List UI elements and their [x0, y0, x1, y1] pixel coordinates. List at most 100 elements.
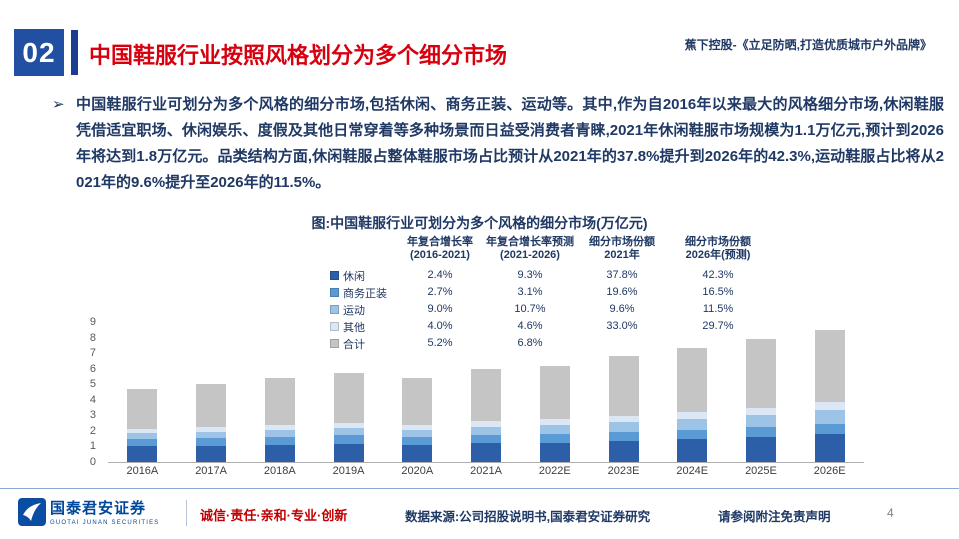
section-number-badge: 02	[14, 29, 64, 76]
x-axis-label-2023E: 2023E	[607, 465, 640, 477]
bar-segment-运动-2016A	[127, 433, 158, 439]
legend-item-其他: 其他	[330, 318, 398, 335]
table-cell: 11.5%	[702, 303, 734, 315]
bar-segment-休闲-2017A	[196, 445, 227, 462]
table-cell: 6.8%	[517, 337, 543, 349]
bar-segment-商务正装-2020A	[402, 436, 433, 445]
legend-label: 运动	[343, 304, 365, 317]
bars-area	[108, 322, 864, 463]
bar-column-2020A	[383, 322, 452, 462]
legend-item-休闲: 休闲	[330, 267, 398, 284]
bar-column-2023E	[589, 322, 658, 462]
bar-segment-商务正装-2017A	[196, 437, 227, 446]
legend-label: 合计	[343, 338, 365, 351]
bar-segment-其他-2017A	[196, 426, 227, 432]
bar-segment-休闲-2016A	[127, 446, 158, 462]
bar-segment-运动-2025E	[745, 414, 776, 428]
bar-segment-合计-2021A	[471, 368, 502, 421]
bar-segment-休闲-2022E	[539, 442, 570, 462]
bar-segment-合计-2016A	[127, 388, 158, 429]
legend-label: 休闲	[343, 270, 365, 283]
y-tick-label: 5	[89, 378, 96, 391]
x-axis-label-2021A: 2021A	[470, 465, 502, 477]
bar-segment-商务正装-2024E	[677, 429, 708, 440]
bar-column-2021A	[452, 322, 521, 462]
bar-segment-运动-2026E	[814, 409, 845, 424]
table-cell	[666, 335, 770, 352]
bar-column-2019A	[314, 322, 383, 462]
disclaimer-note: 请参阅附注免责声明	[718, 510, 831, 524]
y-tick-label: 9	[89, 316, 96, 328]
bar-segment-合计-2020A	[402, 378, 433, 425]
brand-name: 国泰君安证券	[50, 500, 147, 517]
bar-segment-合计-2025E	[745, 339, 776, 408]
table-column-header-2: 细分市场份额 2021年	[589, 236, 655, 261]
x-axis-labels: 2016A 2017A 2018A 2019A 2020A 2021A 2022E 2023E…	[108, 465, 864, 477]
table-cell: 33.0%	[606, 320, 638, 332]
bar-segment-其他-2016A	[127, 428, 158, 434]
table-column-header-0: 年复合增长率 (2016-2021)	[407, 236, 473, 261]
y-tick-label: 7	[89, 347, 96, 360]
bar-segment-休闲-2020A	[402, 444, 433, 462]
bullet-arrow-icon: ➢	[52, 96, 65, 113]
legend-table: 年复合增长率 (2016-2021) 年复合增长率预测 (2021-2026) 细分市场…	[330, 236, 770, 352]
y-tick-label: 6	[89, 362, 96, 375]
table-cell: 19.6%	[606, 286, 638, 298]
y-axis: 9 8 7 6 5 4 3 2 1 0	[62, 316, 96, 468]
table-cell: 16.5%	[702, 286, 734, 298]
legend-swatch	[330, 271, 339, 280]
legend-swatch	[330, 288, 339, 297]
x-axis-label-2016A: 2016A	[126, 465, 159, 477]
bar-segment-商务正装-2021A	[471, 434, 502, 444]
legend-item-运动: 运动	[330, 301, 398, 318]
bar-segment-其他-2018A	[264, 424, 295, 430]
chart-title: 图:中国鞋服行业可划分为多个风格的细分市场(万亿元)	[311, 215, 648, 231]
bar-segment-合计-2019A	[333, 373, 364, 423]
table-column-header-1: 年复合增长率预测 (2021-2026)	[486, 236, 574, 261]
table-cell: 9.0%	[427, 303, 453, 315]
bar-segment-运动-2021A	[471, 426, 502, 435]
bar-column-2017A	[177, 322, 246, 462]
brand-tagline: 诚信·责任·亲和·专业·创新	[200, 508, 348, 523]
y-tick-label: 2	[89, 424, 96, 437]
x-axis-label-2026E: 2026E	[813, 465, 846, 477]
x-axis-label-2017A: 2017A	[195, 465, 227, 477]
bar-segment-商务正装-2019A	[333, 435, 364, 445]
table-cell: 9.3%	[517, 269, 543, 281]
bar-segment-商务正装-2016A	[127, 438, 158, 447]
table-cell: 4.6%	[517, 320, 543, 332]
bar-column-2018A	[245, 322, 314, 462]
y-tick-label: 1	[89, 440, 96, 453]
bar-segment-其他-2025E	[745, 407, 776, 415]
table-cell: 3.1%	[517, 286, 543, 298]
bar-segment-运动-2022E	[539, 425, 570, 434]
bar-segment-合计-2017A	[196, 384, 227, 427]
bar-segment-运动-2020A	[402, 429, 433, 437]
bar-segment-其他-2024E	[677, 412, 708, 420]
table-cell: 10.7%	[514, 303, 546, 315]
summary-block: ➢ 中国鞋服行业可划分为多个风格的细分市场,包括休闲、商务正装、运动等。其中,作…	[52, 92, 944, 196]
footer: 国泰君安证券 GUOTAI JUNAN SECURITIES 诚信·责任·亲和·…	[0, 488, 959, 539]
bar-segment-其他-2020A	[402, 424, 433, 430]
bar-column-2025E	[727, 322, 796, 462]
x-axis-label-2022E: 2022E	[538, 465, 571, 477]
bar-segment-合计-2023E	[608, 356, 639, 416]
bar-segment-商务正装-2026E	[814, 423, 845, 434]
table-cell: 4.0%	[427, 320, 453, 332]
bar-segment-商务正装-2018A	[264, 436, 295, 445]
table-cell	[578, 335, 666, 352]
bar-segment-合计-2018A	[264, 378, 295, 425]
x-axis-label-2018A: 2018A	[263, 465, 296, 477]
x-axis-label-2020A: 2020A	[401, 465, 434, 477]
bar-segment-商务正装-2022E	[539, 433, 570, 443]
table-cell: 37.8%	[606, 269, 638, 281]
bar-segment-其他-2019A	[333, 422, 364, 429]
bar-column-2026E	[795, 322, 864, 462]
bar-segment-休闲-2023E	[608, 441, 639, 462]
bar-segment-其他-2023E	[608, 415, 639, 423]
table-cell: 9.6%	[609, 303, 635, 315]
y-tick-label: 3	[89, 409, 96, 422]
bar-segment-休闲-2025E	[745, 437, 776, 462]
x-axis-label-2025E: 2025E	[745, 465, 777, 477]
bar-segment-运动-2023E	[608, 422, 639, 432]
